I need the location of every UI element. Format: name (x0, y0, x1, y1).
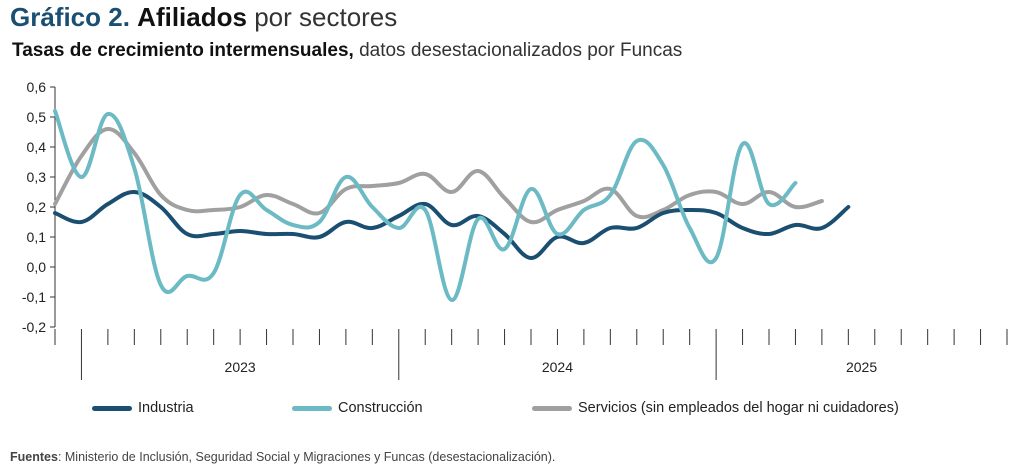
legend-swatch (532, 405, 572, 411)
legend-label: Industria (138, 400, 194, 416)
y-tick-label: 0,1 (27, 229, 47, 245)
y-tick-label: -0,1 (22, 289, 46, 305)
source-text: : Ministerio de Inclusión, Seguridad Soc… (57, 450, 556, 464)
x-year-label: 2025 (846, 359, 877, 375)
legend-swatch (292, 405, 332, 411)
y-tick-label: -0,2 (22, 319, 46, 335)
chart-title: Gráfico 2. Afiliados por sectores (10, 2, 397, 33)
legend-label: Servicios (sin empleados del hogar ni cu… (578, 400, 899, 416)
legend-swatch (92, 405, 132, 411)
chart-title-main: Afiliados (137, 2, 247, 32)
y-tick-label: 0,3 (27, 169, 47, 185)
legend-label: Construcción (338, 400, 423, 416)
x-year-label: 2024 (542, 359, 573, 375)
chart-subtitle-main: Tasas de crecimiento intermensuales, (12, 40, 354, 61)
legend-item: Construcción (292, 400, 423, 416)
source-label: Fuentes (10, 450, 58, 464)
series-line-industria (53, 190, 851, 260)
legend-item: Servicios (sin empleados del hogar ni cu… (532, 400, 899, 416)
source-note: Fuentes: Ministerio de Inclusión, Seguri… (10, 450, 555, 464)
chart-subtitle-rest: datos desestacionalizados por Funcas (359, 40, 683, 61)
y-tick-label: 0,2 (27, 199, 47, 215)
series-line-servicios (53, 127, 824, 225)
y-tick-label: 0,0 (27, 259, 47, 275)
series-line-construccion (53, 109, 798, 303)
line-chart: 0,6 0,5 0,4 0,3 0,2 0,1 0,0 -0,1 -0,2 2023 2024 202… (22, 79, 1008, 380)
y-tick-label: 0,5 (27, 109, 47, 125)
y-tick-label: 0,6 (27, 79, 47, 95)
x-year-label: 2023 (225, 359, 256, 375)
chart-subtitle: Tasas de crecimiento intermensuales, dat… (12, 40, 682, 62)
y-tick-label: 0,4 (27, 139, 47, 155)
chart-title-rest: por sectores (254, 2, 398, 32)
chart-title-number: Gráfico 2. (10, 2, 130, 32)
legend-item: Industria (92, 400, 194, 416)
